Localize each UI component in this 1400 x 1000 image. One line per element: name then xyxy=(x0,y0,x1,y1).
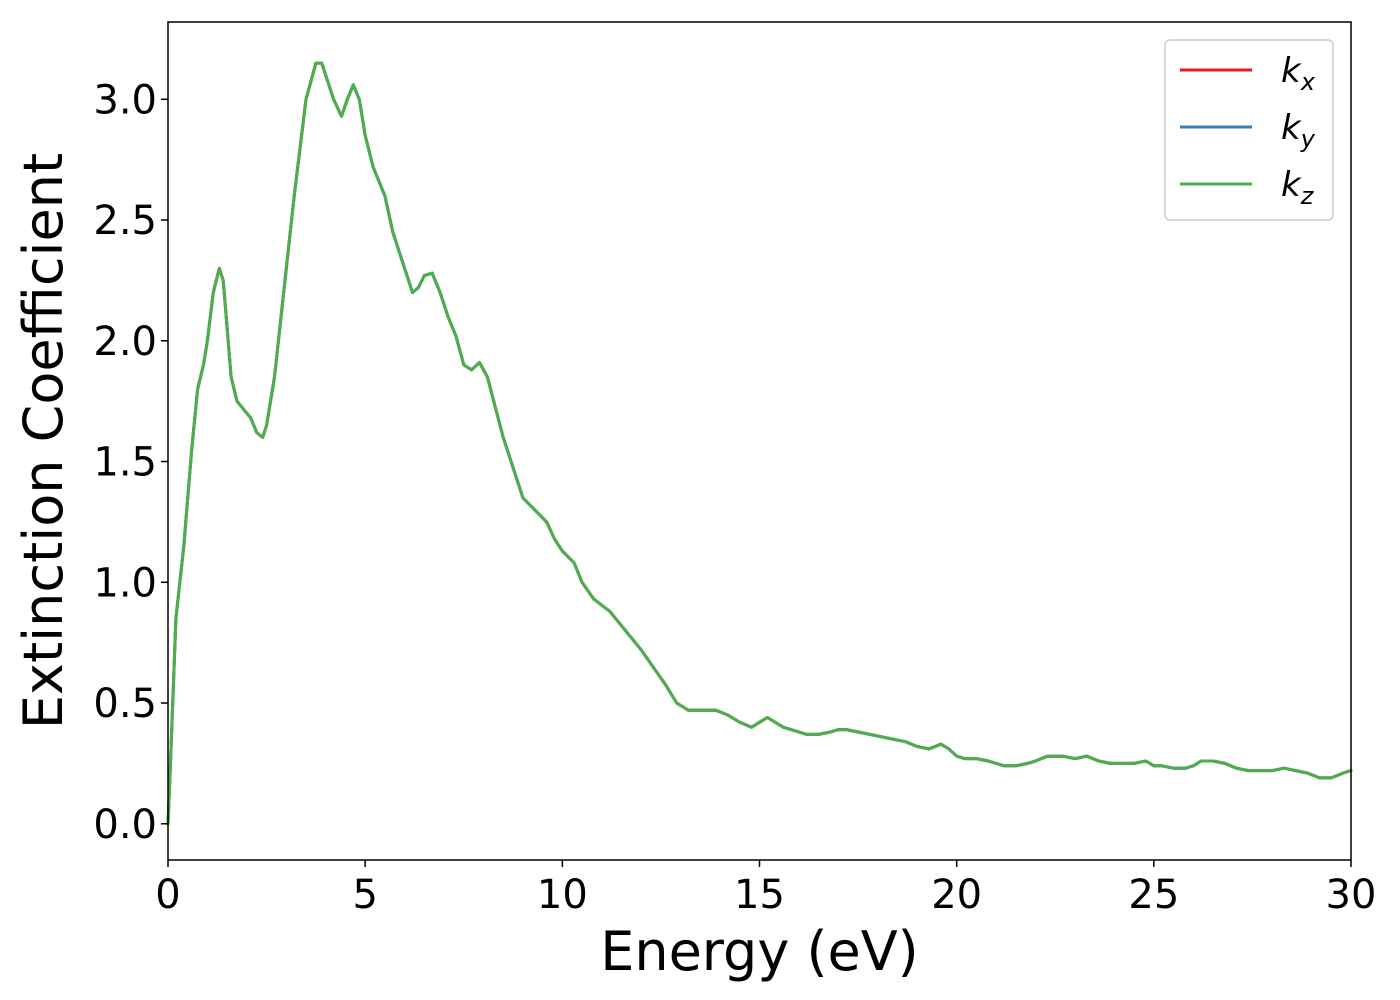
y-tick-label: 0.5 xyxy=(93,681,157,727)
x-tick-label: 5 xyxy=(352,872,377,918)
x-tick-label: 10 xyxy=(537,872,588,918)
legend-entries: kx ky kz xyxy=(1180,51,1316,210)
x-tick-label: 20 xyxy=(931,872,982,918)
series-layer xyxy=(166,61,1353,826)
legend-label-kz: kz xyxy=(1281,165,1315,210)
y-tick-label: 2.0 xyxy=(93,319,157,365)
y-axis-ticks: 0.0 0.5 1.0 1.5 2.0 2.5 3.0 xyxy=(93,77,168,848)
y-tick-label: 1.0 xyxy=(93,560,157,606)
y-tick-label: 1.5 xyxy=(93,440,157,486)
x-tick-label: 15 xyxy=(734,872,785,918)
y-tick-label: 3.0 xyxy=(93,77,157,123)
legend-label-ky: ky xyxy=(1281,108,1316,153)
y-tick-label: 0.0 xyxy=(93,802,157,848)
legend-label-kx: kx xyxy=(1281,51,1316,96)
legend-box xyxy=(1164,39,1334,221)
y-tick-label: 2.5 xyxy=(93,198,157,244)
series-line-kz xyxy=(166,61,1353,826)
legend: kx ky kz xyxy=(1164,39,1334,221)
x-axis-title: Energy (eV) xyxy=(600,920,919,983)
y-axis-title: Extinction Coefficient xyxy=(12,153,75,729)
x-axis-ticks: 0 5 10 15 20 25 30 xyxy=(155,860,1376,918)
x-tick-label: 30 xyxy=(1326,872,1377,918)
x-tick-label: 0 xyxy=(155,872,180,918)
x-tick-label: 25 xyxy=(1128,872,1179,918)
